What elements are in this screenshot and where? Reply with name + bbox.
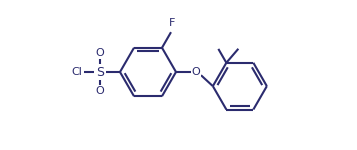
Text: O: O — [192, 67, 200, 77]
Text: S: S — [96, 66, 104, 78]
Text: Cl: Cl — [71, 67, 82, 77]
Text: O: O — [96, 48, 104, 58]
Text: F: F — [169, 18, 175, 28]
Text: O: O — [96, 86, 104, 96]
